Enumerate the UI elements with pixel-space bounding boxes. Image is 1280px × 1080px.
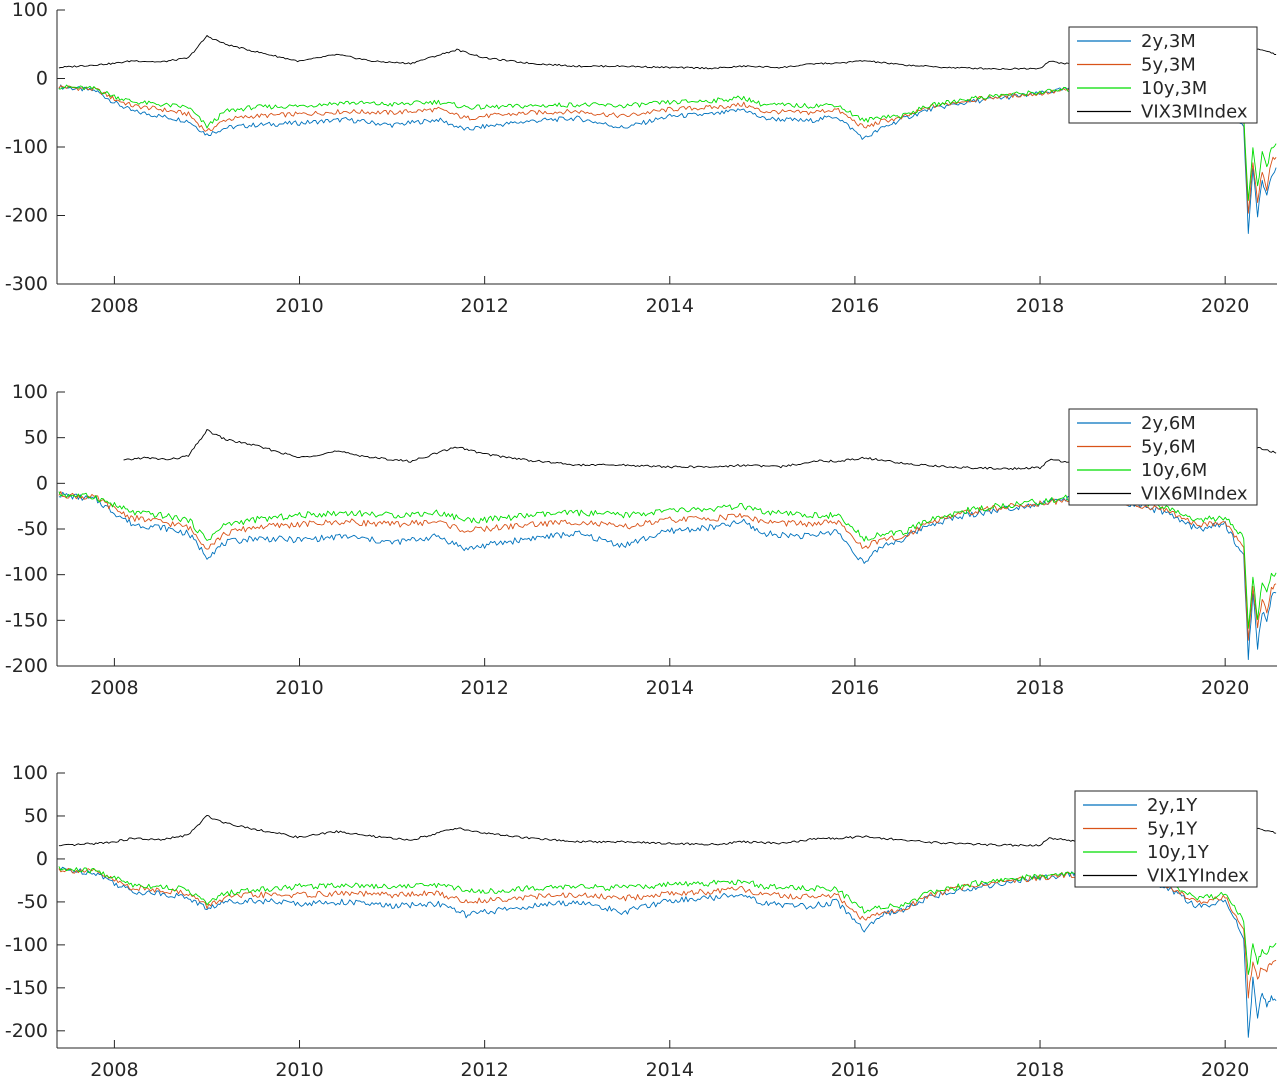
- y-tick-label: 0: [36, 472, 48, 494]
- y-tick-label: -50: [17, 891, 48, 913]
- x-tick-label: 2020: [1201, 1059, 1249, 1080]
- x-tick-label: 2016: [831, 677, 879, 699]
- series-line: [58, 867, 1277, 999]
- panel-middle: -200 -150 -100 -50 0 50 100 2008 2010 2012 2014 201…: [5, 381, 1277, 699]
- axes: -200 -150 -100 -50 0 50 100 2008 2010 2012 2014 201…: [5, 381, 1277, 699]
- panel-bottom: -200 -150 -100 -50 0 50 100 2008 2010 2012 2014 201…: [5, 762, 1277, 1080]
- legend-box: [1074, 790, 1258, 888]
- x-tick-label: 2010: [275, 677, 323, 699]
- y-tick-label: -100: [5, 136, 48, 158]
- y-tick-label: -150: [5, 609, 48, 631]
- x-tick-label: 2008: [90, 1059, 138, 1080]
- legend-label: VIX3MIndex: [1141, 102, 1248, 123]
- x-tick-label: 2012: [460, 295, 508, 317]
- y-tick-label: -100: [5, 934, 48, 956]
- x-tick-label: 2016: [831, 295, 879, 317]
- x-tick-label: 2010: [275, 295, 323, 317]
- legend-box: [1068, 26, 1258, 124]
- x-tick-label: 2020: [1201, 295, 1249, 317]
- legend-label: 5y,3M: [1141, 55, 1196, 76]
- y-tick-label: 50: [24, 805, 48, 827]
- x-tick-label: 2008: [90, 295, 138, 317]
- series-line: [58, 491, 1277, 641]
- x-tick-label: 2012: [460, 677, 508, 699]
- x-tick-label: 2014: [646, 1059, 694, 1080]
- y-tick-label: -200: [5, 655, 48, 677]
- y-tick-label: 100: [12, 0, 48, 21]
- legend-label: 10y,6M: [1141, 460, 1207, 481]
- legend-box: [1068, 408, 1258, 506]
- legend-label: 2y,1Y: [1147, 795, 1198, 816]
- x-tick-label: 2018: [1016, 677, 1064, 699]
- legend-label: VIX1YIndex: [1147, 866, 1249, 887]
- axes: -300 -200 -100 0 100 2008 2010 2012 2014 2016 2018…: [5, 0, 1277, 317]
- x-tick-label: 2014: [646, 677, 694, 699]
- legend-label: VIX6MIndex: [1141, 484, 1248, 505]
- panel-top: -300 -200 -100 0 100 2008 2010 2012 2014 2016 2018…: [5, 0, 1277, 317]
- legend-label: 2y,3M: [1141, 31, 1196, 52]
- axes: -200 -150 -100 -50 0 50 100 2008 2010 2012 2014 201…: [5, 762, 1277, 1080]
- y-tick-label: -50: [17, 518, 48, 540]
- y-tick-label: -200: [5, 1020, 48, 1042]
- y-tick-label: -100: [5, 564, 48, 586]
- y-tick-label: 50: [24, 427, 48, 449]
- y-tick-label: -200: [5, 205, 48, 227]
- x-tick-label: 2016: [831, 1059, 879, 1080]
- y-tick-label: -300: [5, 273, 48, 295]
- y-tick-label: -150: [5, 977, 48, 999]
- x-tick-label: 2014: [646, 295, 694, 317]
- y-tick-label: 0: [36, 848, 48, 870]
- legend-label: 10y,1Y: [1147, 842, 1210, 863]
- legend-label: 5y,1Y: [1147, 819, 1198, 840]
- series-line: [58, 491, 1277, 629]
- x-tick-label: 2020: [1201, 677, 1249, 699]
- y-tick-label: 100: [12, 762, 48, 784]
- x-tick-label: 2008: [90, 677, 138, 699]
- y-tick-label: 100: [12, 381, 48, 403]
- y-tick-label: 0: [36, 68, 48, 90]
- x-tick-label: 2018: [1016, 295, 1064, 317]
- x-tick-label: 2010: [275, 1059, 323, 1080]
- legend-label: 2y,6M: [1141, 413, 1196, 434]
- series-line: [58, 866, 1277, 1038]
- series-line: [58, 491, 1277, 661]
- x-tick-label: 2012: [460, 1059, 508, 1080]
- legend-label: 10y,3M: [1141, 78, 1207, 99]
- x-tick-label: 2018: [1016, 1059, 1064, 1080]
- legend-label: 5y,6M: [1141, 437, 1196, 458]
